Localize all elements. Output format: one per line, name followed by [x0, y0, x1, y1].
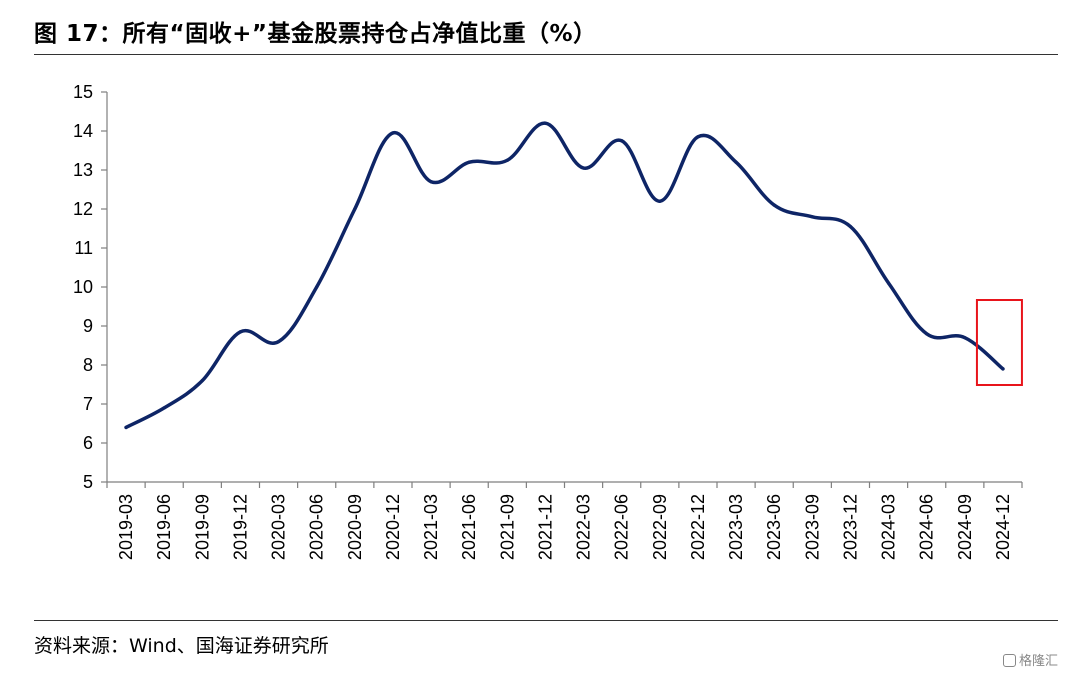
y-tick-label: 5 [83, 472, 93, 492]
watermark-icon [1003, 654, 1016, 667]
data-point [925, 332, 929, 336]
x-tick-label: 2022-03 [574, 494, 594, 560]
x-tick-label: 2021-09 [497, 494, 517, 560]
data-point [505, 158, 509, 162]
data-point [238, 330, 243, 334]
x-tick-label: 2024-09 [955, 494, 975, 560]
data-point [886, 281, 891, 285]
x-tick-label: 2022-06 [612, 494, 632, 560]
highlight-box [975, 299, 1023, 386]
x-tick-label: 2020-12 [383, 494, 403, 560]
data-point [696, 135, 700, 139]
data-point [162, 406, 166, 410]
data-point [810, 215, 814, 219]
data-point [353, 207, 357, 211]
x-tick-label: 2020-09 [345, 494, 365, 560]
data-point [124, 425, 128, 429]
data-point [620, 139, 624, 143]
bottom-rule [34, 620, 1058, 621]
data-point [543, 121, 548, 125]
x-axis: 2019-03 2019-06 2019-09 2019-12 2020-03 2020-… [106, 481, 1023, 560]
x-tick-label: 2023-03 [726, 494, 746, 560]
series-group [124, 121, 1005, 430]
x-tick-label: 2021-12 [535, 494, 555, 560]
data-point [391, 131, 395, 135]
x-tick-label: 2023-09 [802, 494, 822, 560]
y-axis: 5 6 7 8 9 10 11 12 13 14 15 [73, 82, 108, 492]
data-point [315, 285, 319, 289]
data-point [581, 166, 586, 170]
x-tick-label: 2022-09 [650, 494, 670, 560]
data-point [848, 224, 853, 229]
y-tick-label: 6 [83, 433, 93, 453]
x-tick-label: 2022-12 [688, 494, 708, 560]
source-note: 资料来源：Wind、国海证券研究所 [34, 635, 329, 657]
highlight-group [975, 299, 1023, 386]
data-point [467, 160, 471, 164]
data-point [276, 340, 281, 344]
watermark-text: 格隆汇 [1019, 654, 1059, 669]
y-tick-label: 14 [73, 121, 93, 141]
y-tick-label: 13 [73, 160, 93, 180]
data-point [200, 379, 204, 383]
series-line [124, 121, 1005, 430]
y-tick-label: 7 [83, 394, 93, 414]
data-point [658, 199, 662, 203]
data-point [1001, 367, 1005, 371]
data-point [429, 180, 433, 184]
data-point [734, 160, 738, 164]
x-tick-label: 2024-06 [917, 494, 937, 560]
watermark: 格隆汇 [1003, 650, 1058, 669]
x-tick-label: 2019-06 [154, 494, 174, 560]
y-tick-label: 9 [83, 316, 93, 336]
x-tick-label: 2024-03 [879, 494, 899, 560]
x-tick-label: 2019-09 [192, 494, 212, 560]
x-tick-label: 2024-12 [993, 494, 1013, 560]
y-tick-label: 12 [73, 199, 93, 219]
x-tick-label: 2020-03 [269, 494, 289, 560]
x-tick-label: 2019-03 [116, 494, 136, 560]
x-tick-label: 2021-03 [421, 494, 441, 560]
y-tick-label: 15 [73, 82, 93, 102]
y-tick-label: 8 [83, 355, 93, 375]
data-point [772, 203, 776, 207]
x-tick-label: 2020-06 [307, 494, 327, 560]
x-tick-label: 2023-12 [840, 494, 860, 560]
y-tick-label: 10 [73, 277, 93, 297]
x-tick-label: 2019-12 [230, 494, 250, 560]
data-point [963, 336, 967, 340]
x-tick-label: 2023-06 [764, 494, 784, 560]
top-rule [34, 54, 1058, 55]
y-tick-label: 11 [74, 238, 93, 258]
figure-title: 图 17：所有“固收+”基金股票持仓占净值比重（%） [34, 21, 597, 47]
x-tick-label: 2021-06 [459, 494, 479, 560]
